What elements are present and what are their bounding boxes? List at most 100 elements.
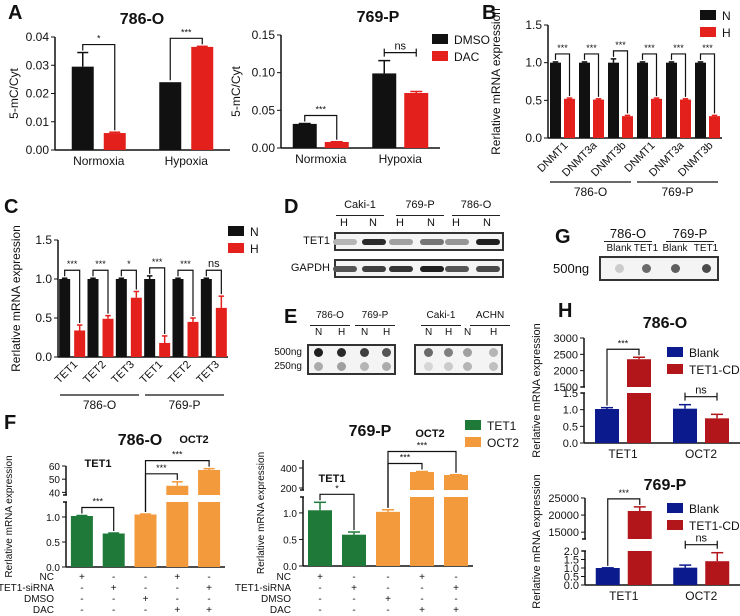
dna-dot <box>702 264 711 273</box>
significance-bar <box>684 392 718 401</box>
dna-dot <box>424 348 433 357</box>
y-tick-label: 1.5 <box>525 18 542 32</box>
lane-group-header: Caki-1 <box>344 199 376 211</box>
lane-group-header: 786-O <box>316 310 344 321</box>
significance-label: *** <box>181 27 192 37</box>
condition-mark: - <box>386 605 389 616</box>
y-tick-label: 0.02 <box>26 87 50 101</box>
legend-swatch <box>465 437 481 447</box>
bar <box>292 123 317 148</box>
condition-mark: - <box>454 594 457 605</box>
lane-label: N <box>361 327 369 338</box>
bar <box>404 93 429 148</box>
bar <box>695 62 706 138</box>
protein-band <box>362 266 386 272</box>
x-tick-label: TET1 <box>608 447 638 461</box>
panel-letter-f: F <box>4 412 17 434</box>
condition-mark: - <box>176 583 179 594</box>
y-tick-label: 0.5 <box>525 93 542 107</box>
condition-mark: + <box>143 594 149 605</box>
x-tick-label: TET1 <box>138 359 166 387</box>
bar-lower <box>444 497 468 566</box>
condition-mark: - <box>352 605 355 616</box>
lane-group-header: ACHN <box>475 310 505 321</box>
y-tick-label: 0.0 <box>564 580 579 592</box>
y-axis-label: Rerlative mRNA expression <box>489 8 503 155</box>
lane-group-underline <box>421 325 461 326</box>
bar <box>673 567 698 585</box>
panel-letter-h: H <box>558 300 573 322</box>
bar <box>103 133 126 150</box>
y-tick-label: 0.0 <box>46 563 60 574</box>
y-tick-label-upper: 15000 <box>548 527 579 539</box>
protein-band <box>362 239 386 245</box>
significance-bracket <box>554 53 571 97</box>
legend-label: H <box>250 242 259 256</box>
series-annotation: TET1 <box>319 473 346 485</box>
lane-group-underline <box>336 215 384 216</box>
significance-bar <box>383 48 417 57</box>
condition-mark: - <box>144 572 147 583</box>
dna-dot <box>337 362 346 371</box>
legend-label: DAC <box>454 50 480 64</box>
dna-dot <box>382 362 391 371</box>
bar-lower <box>410 497 434 566</box>
significance-bracket <box>64 269 81 324</box>
lane-group-underline <box>396 215 444 216</box>
x-tick-label: Normoxia <box>73 154 125 168</box>
bar <box>172 279 184 357</box>
significance-label: *** <box>400 453 411 463</box>
significance-label: *** <box>618 488 629 498</box>
bar <box>70 516 93 567</box>
condition-mark: - <box>112 572 115 583</box>
bar <box>564 98 575 138</box>
legend-label: TET1 <box>487 419 517 433</box>
lane-group-underline <box>310 325 350 326</box>
protein-band <box>333 239 357 245</box>
significance-label: *** <box>152 257 163 267</box>
bar <box>144 279 156 357</box>
dna-dot <box>642 264 651 273</box>
y-axis-label: 5-mC/Cyt <box>229 66 243 117</box>
y-axis-label: Rerlative mRNA expression <box>531 323 543 458</box>
significance-label: *** <box>67 259 78 269</box>
dna-dot <box>615 264 624 273</box>
condition-mark: - <box>80 605 83 616</box>
lane-label: N <box>483 217 491 229</box>
condition-mark: - <box>386 572 389 583</box>
significance-label: ns <box>695 385 707 397</box>
group-label: 769-P <box>168 398 200 412</box>
condition-mark: + <box>79 572 85 583</box>
bar <box>134 514 157 567</box>
y-tick-label: 0.15 <box>252 28 276 42</box>
dot-row-label: 250ng <box>274 361 302 372</box>
series-annotation: OCT2 <box>415 428 444 440</box>
condition-mark: + <box>419 605 425 616</box>
bar-upper <box>166 485 189 495</box>
condition-label: DAC <box>270 605 291 616</box>
condition-mark: - <box>386 583 389 594</box>
y-tick-label: 1.0 <box>283 509 297 520</box>
bar <box>593 99 604 138</box>
lane-group-header: 769-P <box>405 199 435 211</box>
lane-label: N <box>315 327 323 338</box>
dna-dot <box>463 348 472 357</box>
legend-swatch <box>667 520 683 530</box>
series-annotation: OCT2 <box>179 434 208 446</box>
chart-title: 769-P <box>349 423 392 440</box>
y-tick-label: 1.0 <box>563 405 578 417</box>
dna-dot <box>424 362 433 371</box>
y-tick-label: 0.5 <box>35 311 52 325</box>
chart-title: 786-O <box>643 315 687 332</box>
significance-bracket <box>177 269 194 316</box>
dna-dot <box>314 362 323 371</box>
y-tick-label: 0.5 <box>283 535 297 546</box>
legend-label: N <box>722 9 731 23</box>
y-tick-label-upper: 2000 <box>554 366 578 378</box>
bar <box>579 62 590 138</box>
lane-label: N <box>427 217 435 229</box>
y-tick-label: 1.0 <box>564 563 579 575</box>
legend-swatch <box>667 364 683 374</box>
panel-letter-d: D <box>284 196 299 218</box>
